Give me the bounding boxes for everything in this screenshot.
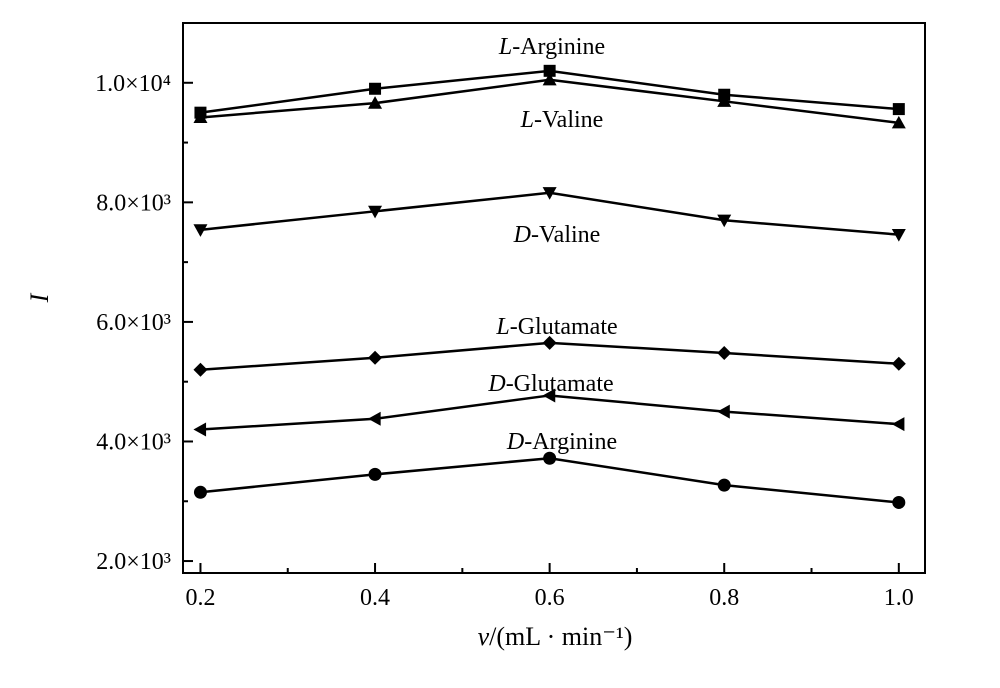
marker-l-arginine bbox=[369, 82, 382, 95]
y-tick-label: 2.0×10³ bbox=[96, 549, 171, 575]
marker-d-arginine bbox=[193, 485, 207, 499]
series-label-l-arginine: L-Arginine bbox=[498, 34, 605, 60]
marker-d-valine bbox=[368, 205, 383, 219]
marker-l-valine bbox=[368, 96, 383, 109]
marker-l-valine bbox=[542, 72, 557, 86]
series-label-l-valine: L-Valine bbox=[520, 107, 604, 133]
marker-d-arginine bbox=[717, 478, 731, 492]
marker-d-glutamate bbox=[891, 417, 905, 432]
y-tick-label: 6.0×10³ bbox=[96, 310, 171, 336]
marker-d-valine bbox=[542, 187, 557, 200]
axis-ticks: 0.2 0.4 0.6 0.8 1.0 2.0×10³ 4.0×10³ 6.0×10³ 8.0×… bbox=[95, 71, 914, 611]
marker-l-valine bbox=[891, 115, 906, 129]
x-axis-label: v/(mL · min⁻¹) bbox=[478, 622, 633, 651]
marker-d-glutamate bbox=[193, 422, 207, 437]
x-tick-label: 0.8 bbox=[709, 585, 739, 611]
marker-l-valine bbox=[193, 110, 208, 124]
marker-d-glutamate bbox=[542, 388, 556, 403]
series-line-d-glutamate bbox=[200, 394, 899, 431]
marker-d-glutamate bbox=[717, 404, 730, 419]
marker-l-glutamate bbox=[891, 356, 906, 371]
y-tick-label: 8.0×10³ bbox=[96, 190, 171, 216]
marker-d-glutamate bbox=[368, 411, 381, 426]
marker-l-valine bbox=[717, 94, 732, 107]
x-tick-label: 0.4 bbox=[360, 585, 390, 611]
series-label-d-valine: D-Valine bbox=[513, 222, 601, 248]
y-axis-label: I bbox=[25, 292, 54, 303]
x-tick-label: 0.2 bbox=[185, 585, 215, 611]
y-tick-label: 4.0×10³ bbox=[96, 429, 171, 455]
marker-d-valine bbox=[193, 224, 208, 237]
series-line-d-arginine bbox=[200, 456, 899, 504]
marker-l-glutamate bbox=[542, 335, 557, 350]
series-label-d-arginine: D-Arginine bbox=[506, 429, 617, 455]
plot-frame bbox=[182, 22, 926, 574]
series-label-d-glutamate: D-Glutamate bbox=[487, 371, 613, 397]
marker-l-glutamate bbox=[368, 350, 383, 365]
series-label-l-glutamate: L-Glutamate bbox=[495, 314, 617, 340]
marker-d-arginine bbox=[892, 495, 906, 509]
y-tick-label: 1.0×10⁴ bbox=[95, 71, 171, 97]
x-tick-label: 1.0 bbox=[884, 585, 914, 611]
marker-l-glutamate bbox=[193, 362, 208, 377]
marker-l-arginine bbox=[543, 64, 556, 77]
marker-l-arginine bbox=[892, 103, 905, 116]
marker-l-glutamate bbox=[717, 346, 732, 360]
x-tick-label: 0.6 bbox=[535, 585, 565, 611]
marker-d-arginine bbox=[368, 467, 382, 481]
series-markers bbox=[193, 64, 906, 509]
marker-d-valine bbox=[717, 214, 732, 228]
marker-d-arginine bbox=[543, 451, 557, 465]
marker-d-valine bbox=[891, 229, 906, 242]
